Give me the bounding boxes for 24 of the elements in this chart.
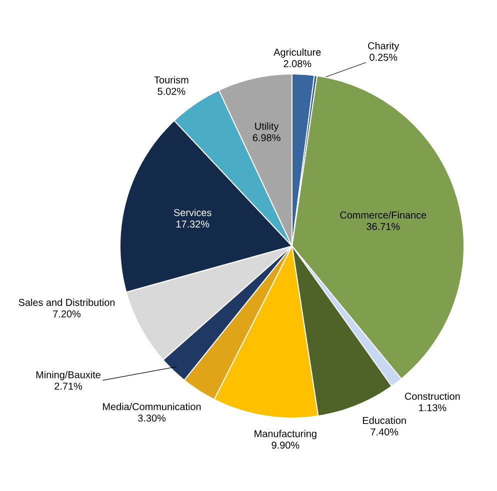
data-label: 36.71%: [366, 223, 400, 230]
data-label: 2.08%: [284, 60, 312, 68]
data-label: 9.90%: [272, 442, 300, 449]
data-label: 6.98%: [252, 134, 280, 142]
slice-label: Construction: [404, 392, 460, 400]
data-label: 5.02%: [158, 88, 186, 95]
slice-label: Manufacturing: [254, 430, 316, 440]
slice-label: Tourism: [154, 76, 188, 84]
slice-label: Commerce/Finance: [340, 211, 426, 219]
data-label: 1.13%: [419, 404, 446, 412]
slice-label: Services: [174, 208, 212, 216]
data-label: 17.32%: [176, 220, 210, 228]
slice-label: Charity: [368, 42, 400, 52]
slice-label: Mining/Bauxite: [36, 370, 100, 380]
slice-label: Education: [363, 416, 406, 424]
data-label: 3.30%: [138, 414, 166, 422]
slice-label: Utility: [255, 122, 279, 132]
data-label: 7.40%: [370, 428, 398, 436]
data-label: 0.25%: [370, 54, 398, 61]
slice-label: Media/Communication: [103, 402, 201, 410]
slice-label: Agriculture: [274, 48, 321, 58]
data-label: 7.20%: [53, 310, 81, 318]
slice-label: Sales and Distribution: [18, 298, 115, 306]
data-label: 2.71%: [54, 382, 82, 390]
